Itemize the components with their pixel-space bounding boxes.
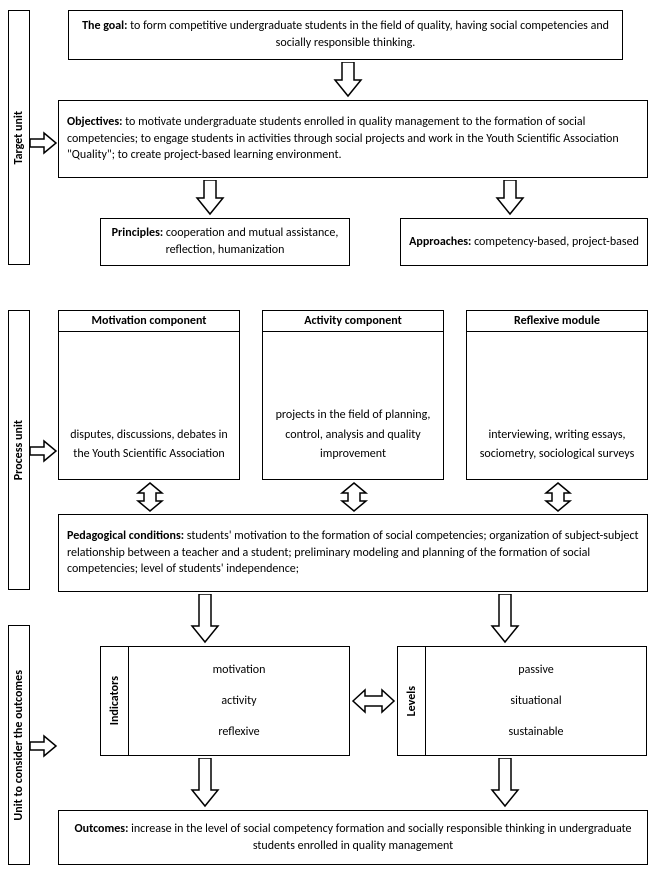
side-label-outcomes-unit-text: Unit to consider the outcomes [12,670,26,821]
motivation-component-box: Motivation component disputes, discussio… [58,310,240,480]
arrow-indicators-levels [352,688,395,714]
side-label-outcomes-unit: Unit to consider the outcomes [8,625,30,865]
goal-text: to form competitive undergraduate studen… [127,19,609,50]
approaches-label: Approaches: [409,235,471,249]
goal-label: The goal: [82,19,127,33]
indicator-item: activity [221,694,256,708]
pedagogical-box: Pedagogical conditions: students' motiva… [58,514,648,592]
arrow-reflexive-pedagogical [543,482,573,512]
approaches-box: Approaches: competency-based, project-ba… [400,218,648,266]
outcomes-label: Outcomes: [75,822,129,836]
motivation-title: Motivation component [59,311,239,332]
side-label-target-unit-text: Target unit [12,111,26,164]
motivation-body: disputes, discussions, debates in the Yo… [65,426,233,464]
reflexive-module-box: Reflexive module interviewing, writing e… [466,310,648,480]
activity-component-box: Activity component projects in the field… [262,310,444,480]
levels-tab: Levels [398,647,426,755]
principles-box: Principles: cooperation and mutual assis… [100,218,350,266]
indicators-content: motivation activity reflexive [129,647,349,755]
arrow-pedagogical-to-indicators [190,594,220,644]
reflexive-body: interviewing, writing essays, sociometry… [473,426,641,464]
arrow-motivation-pedagogical [135,482,165,512]
levels-box: Levels passive situational sustainable [397,646,647,756]
goal-box: The goal: to form competitive undergradu… [68,10,623,60]
levels-content: passive situational sustainable [426,647,646,755]
approaches-text: competency-based, project-based [471,235,639,249]
objectives-label: Objectives: [67,115,122,129]
outcomes-text: increase in the level of social competen… [128,822,631,853]
arrow-outcomes-to-indicators [30,733,58,759]
indicators-tab: Indicators [101,647,129,755]
level-item: sustainable [508,725,563,739]
principles-label: Principles: [112,226,164,240]
arrow-goal-to-objectives [333,62,363,98]
arrow-objectives-to-principles [195,180,225,216]
levels-label: Levels [405,686,419,716]
objectives-box: Objectives: to motivate undergraduate st… [58,100,648,178]
arrow-process-to-components [30,438,58,464]
side-label-process-unit: Process unit [8,310,30,590]
reflexive-title: Reflexive module [467,311,647,332]
principles-text: cooperation and mutual assistance, refle… [163,226,338,257]
indicator-item: reflexive [218,725,259,739]
indicators-box: Indicators motivation activity reflexive [100,646,350,756]
arrow-levels-to-outcomes [490,758,520,808]
arrow-activity-pedagogical [339,482,369,512]
arrow-pedagogical-to-levels [490,594,520,644]
level-item: situational [510,694,561,708]
activity-title: Activity component [263,311,443,332]
arrow-target-to-objectives [30,130,58,156]
side-label-target-unit: Target unit [8,10,30,265]
side-label-process-unit-text: Process unit [12,420,26,480]
level-item: passive [518,663,553,677]
activity-body: projects in the field of planning, contr… [269,406,437,464]
indicators-label: Indicators [108,676,122,725]
outcomes-box: Outcomes: increase in the level of socia… [58,810,648,865]
pedagogical-label: Pedagogical conditions: [67,529,184,543]
arrow-objectives-to-approaches [495,180,525,216]
arrow-indicators-to-outcomes [190,758,220,808]
objectives-text: to motivate undergraduate students enrol… [67,115,619,163]
indicator-item: motivation [213,663,266,677]
